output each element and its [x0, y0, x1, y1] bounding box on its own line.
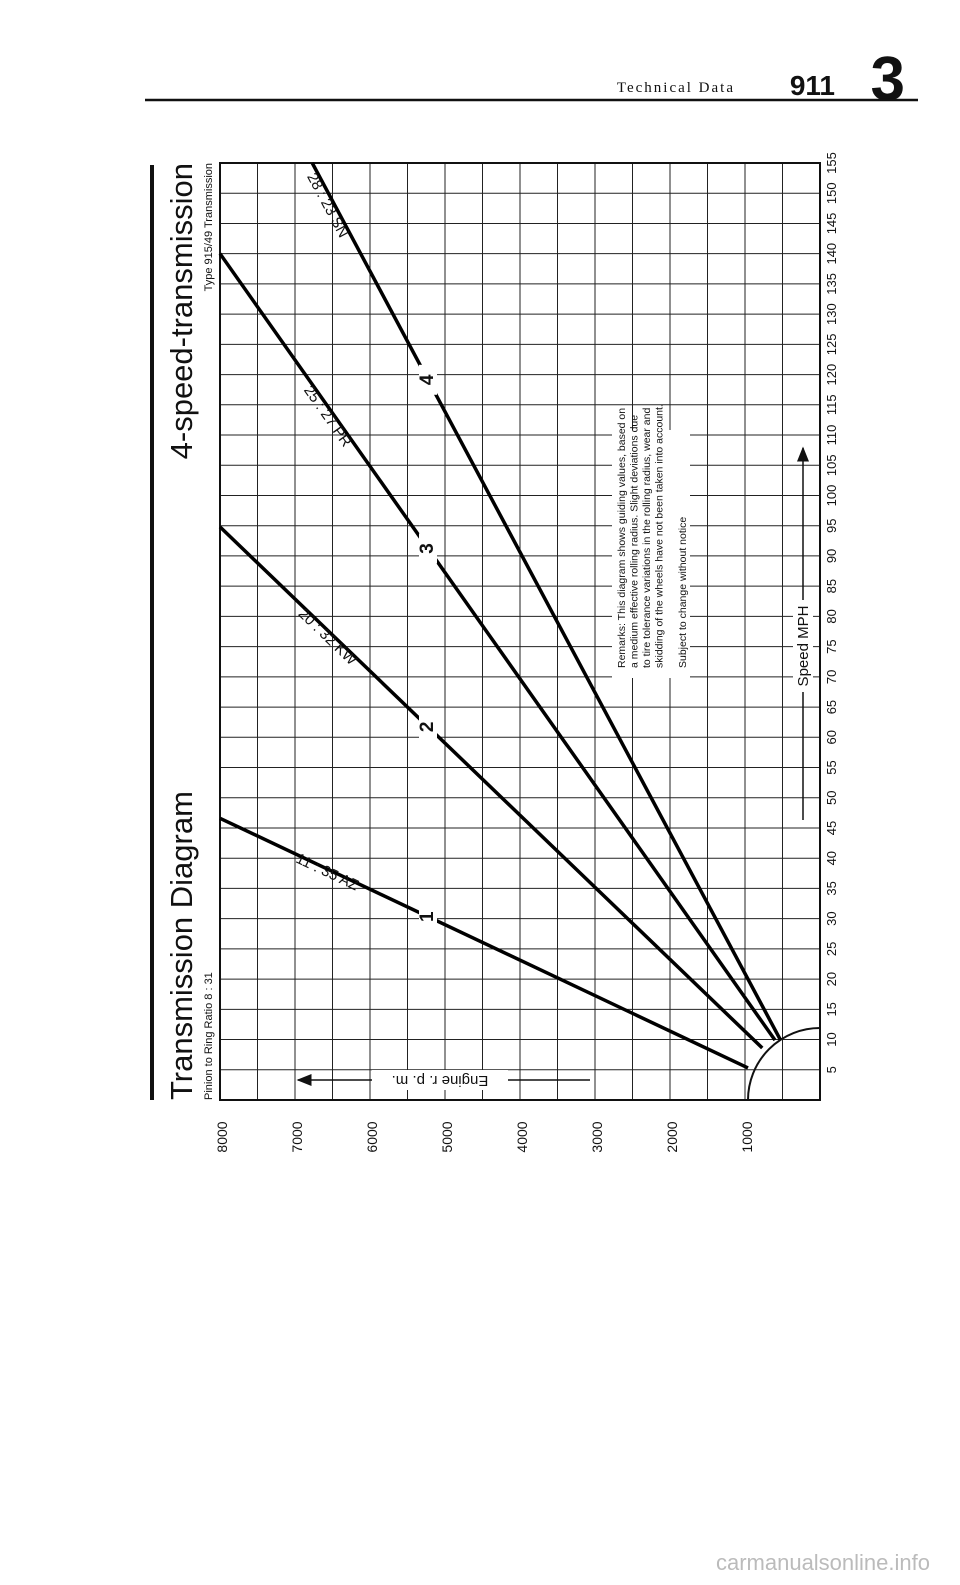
x-tick-label: 85: [824, 579, 839, 593]
x-tick-label: 140: [824, 243, 839, 265]
x-tick-label: 145: [824, 213, 839, 235]
remarks-bg: [612, 430, 690, 678]
y-tick-label: 1000: [739, 1121, 755, 1152]
x-tick-label: 75: [824, 639, 839, 653]
x-tick-label: 150: [824, 182, 839, 204]
x-tick-label: 105: [824, 454, 839, 476]
y-tick-label: 2000: [664, 1121, 680, 1152]
y-tick-label: 3000: [589, 1121, 605, 1152]
label-gap: [419, 711, 437, 742]
gear-ratio: 28 : 23 SN: [303, 170, 351, 241]
remark-line: skidding of the wheels have not been tak…: [654, 404, 666, 668]
x-tick-label: 135: [824, 273, 839, 295]
x-tick-label: 40: [824, 851, 839, 865]
label-gap: [419, 364, 437, 395]
remark-line: Remarks: This diagram shows guiding valu…: [616, 408, 628, 668]
plot-frame: [219, 162, 821, 1101]
x-tick-label: 80: [824, 609, 839, 623]
gear-ratio: 25 : 27 PR: [300, 382, 355, 450]
x-tick-label: 100: [824, 485, 839, 507]
y-axis-label: Engine r. p. m.: [392, 1072, 489, 1089]
y-tick-label: 7000: [289, 1121, 305, 1152]
gear-line: [310, 162, 782, 1041]
remark-line: to tire tolerance variations in the roll…: [641, 408, 653, 668]
chart-title: Transmission Diagram: [164, 791, 199, 1100]
y-tick-label: 6000: [364, 1121, 380, 1152]
gear-line: [218, 252, 777, 1042]
x-tick-label: 130: [824, 303, 839, 325]
ratio-note: Pinion to Ring Ratio 8 : 31: [203, 972, 215, 1100]
x-tick-label: 125: [824, 334, 839, 356]
page-number: 3: [871, 45, 905, 114]
label-gap: [419, 901, 437, 932]
chart-subtitle: 4-speed-transmission: [164, 163, 199, 459]
x-tick-label: 120: [824, 364, 839, 386]
gear-number: 3: [417, 543, 438, 554]
label-bg: [793, 600, 813, 692]
gear-ratio: 11 : 35 AZ: [293, 850, 361, 894]
watermark: carmanualsonline.info: [716, 1550, 930, 1575]
x-tick-label: 110: [824, 425, 839, 446]
x-tick-label: 155: [824, 152, 839, 174]
section-title: Technical Data: [617, 80, 735, 96]
model: 911: [790, 70, 835, 101]
x-tick-label: 20: [824, 972, 839, 986]
gear-line: [219, 816, 749, 1070]
x-axis-label: Speed MPH: [795, 606, 812, 687]
x-tick-label: 70: [824, 670, 839, 684]
x-tick-label: 30: [824, 911, 839, 925]
type-note: Type 915/49 Transmission: [203, 163, 215, 291]
x-tick-label: 65: [824, 700, 839, 714]
y-tick-label: 8000: [214, 1121, 230, 1152]
x-tick-label: 25: [824, 942, 839, 956]
x-tick-label: 45: [824, 821, 839, 835]
origin-arc: [747, 1027, 821, 1101]
x-tick-label: 60: [824, 730, 839, 744]
gear-ratio: 20 : 32 KW: [295, 605, 361, 669]
gear-line: [218, 525, 764, 1050]
label-bg: [372, 1070, 508, 1090]
label-gap: [419, 533, 437, 564]
x-tick-label: 15: [824, 1002, 839, 1016]
gear-number: 1: [417, 911, 438, 922]
x-tick-label: 50: [824, 791, 839, 805]
x-tick-label: 10: [824, 1032, 839, 1046]
x-tick-label: 55: [824, 760, 839, 774]
gear-number: 2: [417, 722, 438, 733]
remark-note: Subject to change without notice: [677, 517, 689, 668]
x-tick-label: 90: [824, 549, 839, 563]
x-tick-label: 35: [824, 881, 839, 895]
x-tick-label: 95: [824, 518, 839, 532]
gear-number: 4: [417, 374, 438, 385]
chart: Transmission Diagram 4-speed-transmission…: [164, 152, 839, 1152]
x-tick-label: 115: [824, 394, 839, 415]
remark-line: a medium effective rolling radius. Sligh…: [629, 415, 641, 668]
x-tick-label: 5: [824, 1066, 839, 1073]
y-tick-label: 5000: [439, 1121, 455, 1152]
y-tick-label: 4000: [514, 1121, 530, 1152]
